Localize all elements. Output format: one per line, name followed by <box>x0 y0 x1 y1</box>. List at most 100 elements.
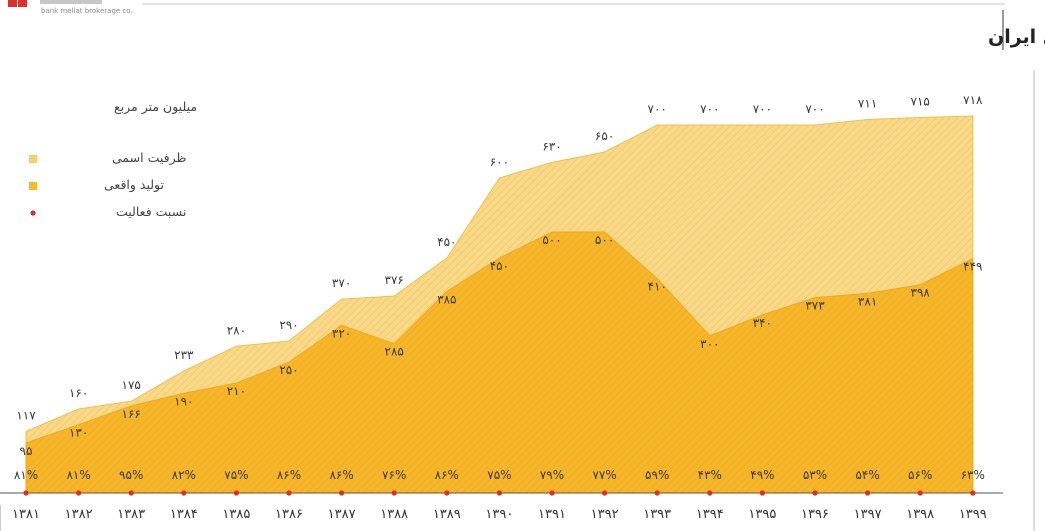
ratio-label: ۷۹% <box>540 468 564 482</box>
ratio-label: ۸۶% <box>435 468 459 482</box>
production-labels: ۹۵ ۱۳۰ ۱۶۶ ۱۹۰ ۲۱۰ ۲۵۰ ۳۲۰ ۲۸۵ ۳۸۵ ۴۵۰ ۵۰۰ ۵۰۰ ۴۱۰ ۳۰… <box>20 233 983 458</box>
x-tick-label: ۱۳۸۱ <box>12 507 40 522</box>
production-label: ۹۵ <box>20 444 33 458</box>
capacity-label: ۷۱۱ <box>858 97 877 111</box>
ratio-label: ۵۶% <box>908 468 932 482</box>
ratio-marker <box>917 490 923 496</box>
production-label: ۵۰۰ <box>542 233 561 247</box>
production-label: ۳۹۸ <box>911 286 931 300</box>
x-tick-label: ۱۳۸۸ <box>380 507 408 522</box>
legend-label-capacity: ظرفیت اسمی <box>112 150 186 166</box>
capacity-label: ۳۷۶ <box>385 273 404 287</box>
brand-caption: bank mellat brokerage co. <box>41 7 133 15</box>
x-tick-label: ۱۳۸۳ <box>117 507 145 522</box>
x-tick-label: ۱۳۹۷ <box>854 507 882 522</box>
ratio-marker <box>444 490 450 496</box>
ratio-marker <box>233 490 239 496</box>
x-tick-label: ۱۳۸۹ <box>433 507 461 522</box>
production-label: ۱۹۰ <box>174 394 193 408</box>
production-label: ۲۵۰ <box>279 363 298 377</box>
ratio-marker <box>865 490 871 496</box>
chart-title: ظرفیت اسمی و تولید کاشی ایران <box>988 26 1045 48</box>
production-label: ۵۰۰ <box>595 233 614 247</box>
production-label: ۲۸۵ <box>385 345 404 359</box>
production-label: ۱۶۶ <box>122 407 141 421</box>
ratio-label: ۷۵% <box>487 468 511 482</box>
logo-wordmark-bar <box>40 0 102 4</box>
ratio-marker <box>812 490 818 496</box>
production-label: ۳۸۱ <box>858 294 877 308</box>
x-tick-label: ۱۳۹۹ <box>959 507 987 522</box>
ratio-label: ۶۳% <box>961 468 985 482</box>
capacity-label: ۶۳۰ <box>542 139 561 153</box>
brand-logo: bank mellat brokerage co. <box>8 0 1005 15</box>
x-tick-label: ۱۳۹۵ <box>748 507 776 522</box>
ratio-marker <box>707 490 713 496</box>
legend-swatch-ratio <box>30 210 36 216</box>
logo-mark-red-2 <box>18 0 27 7</box>
ratio-label: ۴۳% <box>698 468 722 482</box>
ratio-label: ۸۱% <box>14 468 38 482</box>
ratio-label: ۵۳% <box>803 468 827 482</box>
x-tick-label: ۱۳۹۰ <box>485 507 513 522</box>
x-tick-label: ۱۳۹۳ <box>643 507 671 522</box>
capacity-label: ۱۱۷ <box>16 409 36 423</box>
production-label: ۴۴۹ <box>963 260 982 274</box>
production-label: ۳۰۰ <box>700 337 719 351</box>
capacity-label: ۷۱۵ <box>911 95 930 109</box>
capacity-label: ۱۷۵ <box>122 378 141 392</box>
x-tick-label: ۱۳۸۶ <box>275 507 303 522</box>
legend-label-ratio: نسبت فعالیت <box>116 204 186 219</box>
ratio-label: ۷۷% <box>592 468 616 482</box>
capacity-label: ۱۶۰ <box>69 386 88 400</box>
x-tick-label: ۱۳۸۷ <box>328 507 356 522</box>
x-tick-label: ۱۳۹۲ <box>591 507 619 522</box>
production-label: ۴۱۰ <box>648 280 667 294</box>
ratio-label: ۸۶% <box>277 468 301 482</box>
ratio-label: ۹۵% <box>119 468 143 482</box>
capacity-labels: ۱۱۷ ۱۶۰ ۱۷۵ ۲۳۳ ۲۸۰ ۲۹۰ ۳۷۰ ۳۷۶ ۴۵۰ ۶۰۰ ۶۳۰ ۶۵۰ ۷۰۰ ۷… <box>16 93 983 423</box>
ratio-marker <box>76 490 82 496</box>
ratio-labels: ۸۱% ۸۱% ۹۵% ۸۲% ۷۵% ۸۶% ۸۶% ۷۶% ۸۶% ۷۵% ۷۹% ۷۷% ۵۹% ۴… <box>14 468 985 482</box>
ratio-label: ۴۹% <box>750 468 774 482</box>
legend-label-production: تولید واقعی <box>104 177 165 193</box>
ratio-marker <box>970 490 976 496</box>
ratio-marker <box>391 490 397 496</box>
ratio-markers <box>23 490 976 496</box>
ratio-marker <box>286 490 292 496</box>
ratio-marker <box>128 490 134 496</box>
ratio-label: ۵۹% <box>645 468 669 482</box>
capacity-label: ۲۹۰ <box>279 318 298 332</box>
ratio-marker <box>759 490 766 496</box>
production-label: ۳۸۵ <box>437 292 456 306</box>
ratio-marker <box>496 490 502 496</box>
capacity-label: ۷۰۰ <box>753 102 772 116</box>
capacity-label: ۷۱۸ <box>963 93 983 107</box>
x-tick-label: ۱۳۹۸ <box>906 507 934 522</box>
capacity-label: ۴۵۰ <box>437 235 456 249</box>
ratio-marker <box>654 490 660 496</box>
legend-swatch-production <box>29 182 37 190</box>
production-label: ۳۲۰ <box>332 326 351 340</box>
capacity-label: ۷۰۰ <box>648 102 667 116</box>
ratio-label: ۷۶% <box>382 468 406 482</box>
ratio-marker <box>602 490 608 496</box>
unit-label: میلیون متر مربع <box>114 99 197 115</box>
ratio-marker <box>181 490 187 496</box>
capacity-label: ۳۷۰ <box>332 276 351 290</box>
capacity-label: ۷۰۰ <box>700 102 719 116</box>
ratio-label: ۸۶% <box>329 468 353 482</box>
capacity-label: ۲۳۳ <box>174 348 194 362</box>
x-tick-labels: ۱۳۸۱ ۱۳۸۲ ۱۳۸۳ ۱۳۸۴ ۱۳۸۵ ۱۳۸۶ ۱۳۸۷ ۱۳۸۸ ۱۳۸۹ ۱۳۹۰… <box>12 507 987 522</box>
ratio-marker <box>339 490 345 496</box>
x-tick-label: ۱۳۹۱ <box>538 507 566 522</box>
production-label: ۳۷۳ <box>805 299 825 313</box>
legend-swatch-capacity <box>29 155 37 163</box>
capacity-label: ۲۸۰ <box>227 323 246 337</box>
x-tick-label: ۱۳۸۲ <box>65 507 93 522</box>
ratio-marker <box>549 490 555 496</box>
legend: ظرفیت اسمی تولید واقعی نسبت فعالیت <box>29 150 186 219</box>
area-production <box>25 231 974 494</box>
capacity-label: ۷۰۰ <box>805 102 824 116</box>
